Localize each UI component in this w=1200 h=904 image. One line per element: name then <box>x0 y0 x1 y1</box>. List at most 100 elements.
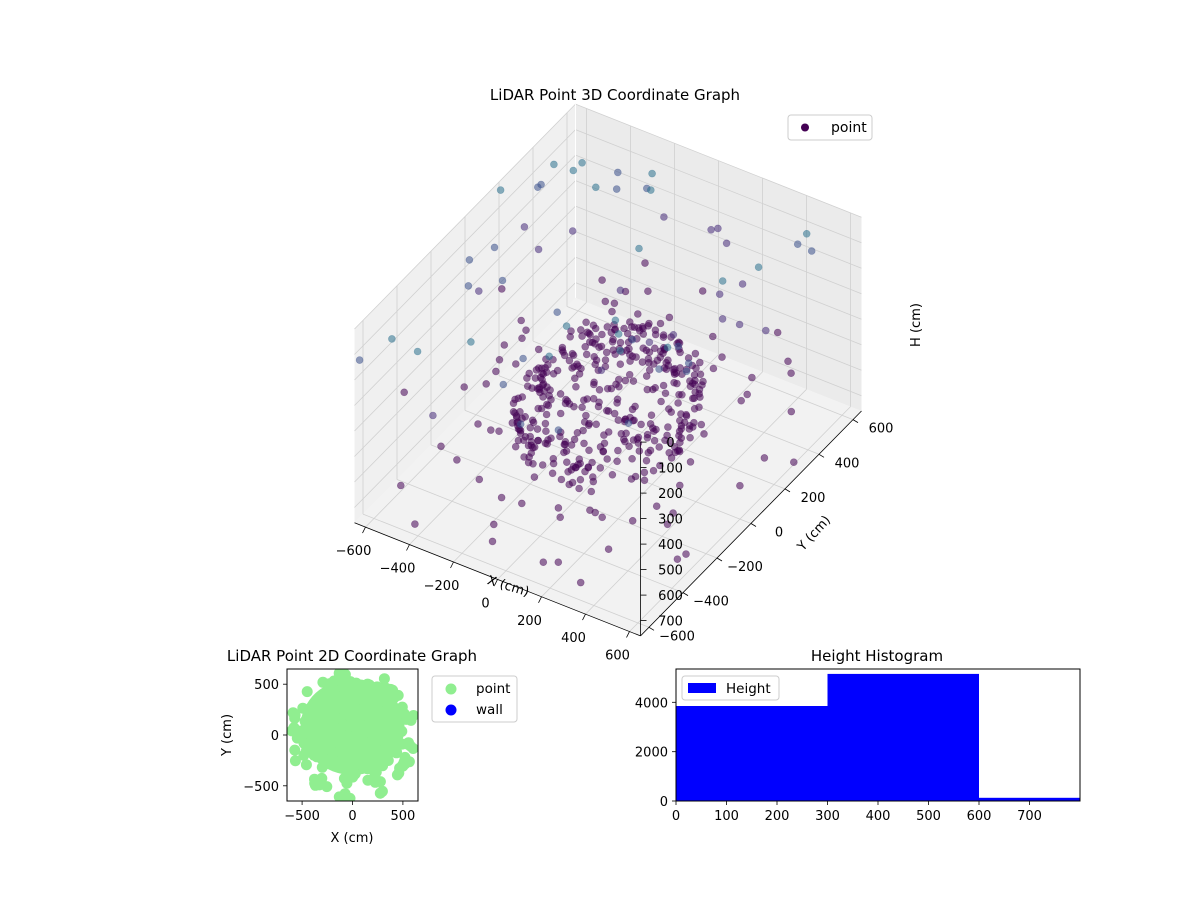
data-point <box>517 316 526 325</box>
y-tick-label: 4000 <box>635 696 668 711</box>
data-point <box>639 330 648 338</box>
data-point <box>628 405 637 414</box>
gridline-h-left <box>354 180 576 406</box>
data-point <box>644 354 653 363</box>
data-point <box>497 493 506 502</box>
data-point <box>621 437 629 446</box>
data-point <box>337 791 349 801</box>
data-point <box>569 166 578 175</box>
data-point <box>637 420 645 429</box>
data-point <box>542 410 551 419</box>
data-point <box>651 383 660 392</box>
data-point <box>534 345 543 354</box>
data-point <box>362 774 374 786</box>
data-point <box>532 366 541 374</box>
data-point <box>511 442 520 451</box>
y-axis-line <box>640 410 862 637</box>
gridline-h-back <box>575 103 862 218</box>
data-point <box>554 558 563 567</box>
data-point <box>353 752 365 764</box>
data-point <box>673 379 681 388</box>
x-tick-label: 600 <box>605 649 630 664</box>
data-point <box>563 397 572 405</box>
data-point <box>308 749 320 761</box>
data-point <box>640 468 649 477</box>
data-point <box>379 684 390 696</box>
x-tick <box>362 526 366 534</box>
data-point <box>572 382 580 391</box>
gridline-h-back <box>575 231 862 346</box>
data-point <box>589 477 598 486</box>
data-point <box>547 395 555 404</box>
data-point <box>591 508 600 517</box>
x-tick-label: 200 <box>517 614 542 629</box>
data-point <box>349 768 361 780</box>
legend-label-wall: wall <box>476 702 503 718</box>
data-point <box>602 348 611 357</box>
data-point <box>743 390 752 399</box>
data-point <box>556 432 564 441</box>
y-tick-label: 0 <box>660 795 668 810</box>
data-point <box>659 381 668 390</box>
data-point <box>793 240 802 248</box>
data-point <box>623 329 632 338</box>
data-point <box>613 168 622 177</box>
data-point <box>299 738 311 750</box>
data-point <box>682 367 691 376</box>
data-point <box>697 420 706 429</box>
data-point <box>546 386 554 394</box>
x-tick <box>494 579 498 586</box>
data-point <box>669 509 677 517</box>
data-point <box>542 400 551 409</box>
data-point <box>604 545 613 554</box>
data-point <box>539 558 548 567</box>
data-point <box>633 310 642 318</box>
data-point <box>353 742 365 754</box>
data-point <box>581 342 590 351</box>
legend-marker-point <box>445 683 457 695</box>
data-point <box>647 411 656 420</box>
data-point <box>393 767 405 779</box>
chart-2d-points <box>287 669 418 801</box>
histogram-ticks: 0 100 200 300 400 500 600 700 0 2000 4000 <box>635 696 1042 824</box>
data-point <box>549 454 558 463</box>
data-point <box>649 466 658 475</box>
data-point <box>312 713 324 725</box>
data-point <box>655 443 664 451</box>
data-point <box>492 367 500 376</box>
data-point <box>707 226 715 234</box>
y-tick <box>716 557 723 562</box>
data-point <box>616 286 625 295</box>
data-point <box>645 366 654 374</box>
data-point <box>677 410 685 418</box>
data-point <box>534 436 542 445</box>
data-point <box>579 396 588 405</box>
data-point <box>488 537 497 546</box>
data-point <box>497 285 506 293</box>
data-point <box>655 365 663 373</box>
data-point <box>708 332 717 341</box>
data-point <box>651 330 660 339</box>
data-point <box>649 360 658 368</box>
x-tick-label: 600 <box>967 809 992 824</box>
gridline-h-left <box>354 205 576 432</box>
data-point <box>398 756 410 768</box>
data-point <box>656 461 664 470</box>
data-point <box>684 359 693 368</box>
data-point <box>761 326 770 335</box>
data-point <box>650 344 659 353</box>
data-point <box>773 328 782 337</box>
x-tick-label: 400 <box>561 631 586 646</box>
data-point <box>341 777 353 789</box>
data-point <box>610 409 619 418</box>
data-point <box>556 390 565 398</box>
data-point <box>604 407 613 415</box>
data-point <box>534 245 543 254</box>
data-point <box>685 425 694 433</box>
data-point <box>642 456 651 465</box>
chart-2d-title: LiDAR Point 2D Coordinate Graph <box>227 647 477 665</box>
data-point <box>787 369 795 378</box>
data-point <box>646 446 655 455</box>
data-point <box>660 213 668 221</box>
